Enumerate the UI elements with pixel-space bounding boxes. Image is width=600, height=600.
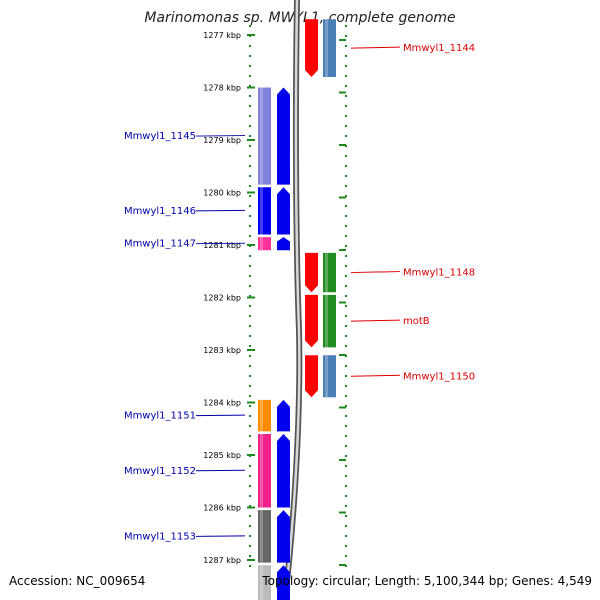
gene-arrow (305, 294, 318, 348)
cog-color-bar (323, 294, 336, 348)
cog-bar-shine (260, 237, 263, 251)
gene-label: Mmwyl1_1151 (124, 411, 196, 422)
cog-bar-shine (260, 399, 263, 432)
cog-color-bar (258, 399, 271, 432)
gene-label-line (350, 374, 401, 377)
cog-bar-shine (260, 434, 263, 508)
cog-bar-shine (260, 187, 263, 235)
gene-label: Mmwyl1_1147 (124, 239, 196, 250)
gene-label-line (350, 271, 401, 274)
gene-arrow (277, 565, 290, 600)
gene-label-line (195, 209, 246, 212)
scale-label: 1277 kbp (203, 31, 241, 40)
gene-label-line (195, 242, 246, 245)
scale-label: 1287 kbp (203, 556, 241, 565)
cog-bar-shine (260, 565, 263, 600)
track-gridlines (249, 25, 347, 570)
scale-label: 1283 kbp (203, 346, 241, 355)
gene-arrow (277, 237, 290, 251)
scale-label: 1286 kbp (203, 504, 241, 513)
scale-label: 1282 kbp (203, 294, 241, 303)
scale-label: 1280 kbp (203, 189, 241, 198)
gene-arrow (277, 399, 290, 432)
cog-color-bar (323, 252, 336, 293)
gene-label-line (350, 319, 401, 322)
accession-text: Accession: NC_009654 (9, 574, 146, 588)
cog-bar-shine (325, 294, 328, 348)
cog-color-bar (258, 434, 271, 508)
scale-label: 1281 kbp (203, 241, 241, 250)
gene-arrow (277, 87, 290, 185)
gene-label: motB (403, 316, 430, 327)
gene-arrow (305, 19, 318, 77)
cog-color-bar (323, 355, 336, 398)
backbone-highlight (283, 0, 301, 600)
gene-arrow (305, 355, 318, 398)
gene-arrow (277, 187, 290, 235)
gene-features (258, 19, 336, 600)
gene-label-line (195, 135, 246, 137)
cog-bar-shine (260, 87, 263, 185)
gene-arrow (277, 510, 290, 563)
cog-color-bar (323, 19, 336, 77)
cog-color-bar (258, 87, 271, 185)
cog-bar-shine (260, 510, 263, 563)
scale-label: 1278 kbp (203, 84, 241, 93)
gene-label-line (195, 469, 246, 472)
gene-label-line (195, 414, 246, 417)
scale-label: 1285 kbp (203, 451, 241, 460)
cog-bar-shine (325, 19, 328, 77)
cog-color-bar (258, 510, 271, 563)
gene-label: Mmwyl1_1146 (124, 206, 196, 217)
scale-label: 1284 kbp (203, 399, 241, 408)
gene-label-line (350, 46, 401, 49)
gene-label: Mmwyl1_1152 (124, 466, 196, 477)
gene-arrow (277, 434, 290, 508)
cog-bar-shine (325, 355, 328, 398)
gene-label: Mmwyl1_1148 (403, 268, 475, 279)
gene-label: Mmwyl1_1144 (403, 43, 475, 54)
cog-bar-shine (325, 252, 328, 293)
gene-label: Mmwyl1_1145 (124, 131, 196, 142)
scale-label: 1279 kbp (203, 136, 241, 145)
genome-backbone (282, 0, 303, 600)
gene-arrow (305, 252, 318, 293)
cog-color-bar (258, 565, 271, 600)
map-title: Marinomonas sp. MWYL1, complete genome (144, 10, 456, 26)
cog-color-bar (258, 187, 271, 235)
gene-label-line (195, 535, 246, 537)
gene-labels: Mmwyl1_1144 Mmwyl1_1145 Mmwyl1_1146 Mmwyl1_… (124, 43, 475, 542)
genome-summary-text: Topology: circular; Length: 5,100,344 bp… (262, 574, 592, 588)
gene-label: Mmwyl1_1150 (403, 371, 475, 382)
cog-color-bar (258, 237, 271, 251)
gene-label: Mmwyl1_1153 (124, 531, 196, 542)
